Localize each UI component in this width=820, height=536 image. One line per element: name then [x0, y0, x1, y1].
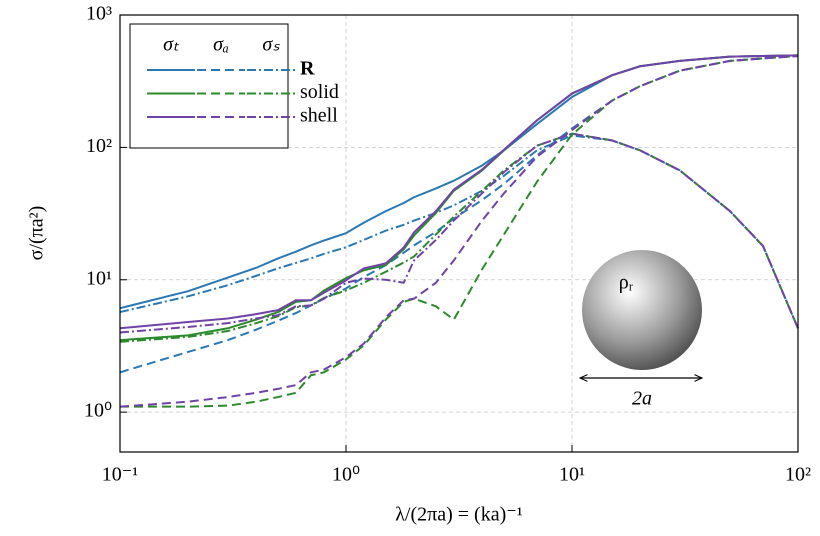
series-line: [119, 55, 799, 408]
legend-column-header: σₐ: [213, 34, 229, 56]
legend-column-header: σₛ: [262, 34, 280, 56]
series-line: [119, 134, 799, 329]
plot-frame: [119, 14, 799, 453]
series-line: [119, 55, 799, 374]
x-axis-label: λ/(2πa) = (ka)⁻¹: [395, 504, 523, 526]
legend-label: solid: [300, 81, 339, 103]
legend-box: [129, 23, 289, 149]
x-tick-label: 10²: [785, 464, 811, 486]
legend-label: shell: [300, 105, 338, 127]
legend-column-header: σₜ: [163, 34, 180, 56]
lines: [119, 54, 799, 408]
x-tick-label: 10⁻¹: [102, 464, 139, 486]
y-tick-label: 10⁰: [84, 400, 112, 422]
series-line: [119, 132, 799, 343]
x-tick-label: 10⁰: [332, 464, 360, 486]
legend-label: R: [300, 58, 315, 80]
sphere: [582, 250, 702, 370]
density-label: ρᵣ: [619, 272, 634, 294]
series-line: [119, 54, 799, 330]
x-tick-label: 10¹: [559, 464, 585, 486]
y-tick-label: 10³: [86, 3, 112, 25]
y-tick-label: 10²: [86, 135, 112, 157]
series-line: [119, 132, 799, 334]
y-axis-label: σ/(πa²): [26, 206, 48, 261]
series-line: [120, 55, 799, 408]
y-tick-label: 10¹: [86, 267, 112, 289]
diameter-label: 2a: [632, 388, 652, 410]
